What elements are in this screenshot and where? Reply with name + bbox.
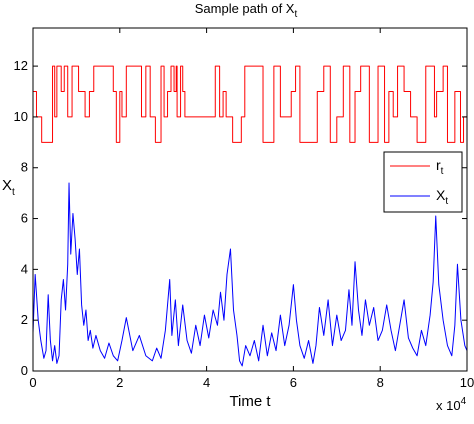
x-tick-label: 10 <box>460 375 474 390</box>
series-layer <box>32 65 468 367</box>
series-line-r <box>33 65 467 143</box>
y-axis-title: Xt <box>2 177 15 198</box>
legend-label-r: rt <box>436 157 444 177</box>
y-tick-label: 10 <box>14 109 28 124</box>
y-tick-label: 2 <box>21 312 28 327</box>
x-tick-label: 2 <box>116 375 123 390</box>
y-tick-label: 12 <box>14 58 28 73</box>
legend-label-x: Xt <box>436 187 448 207</box>
legend-box <box>383 151 463 213</box>
plot-frame <box>32 27 468 372</box>
x-tick-label: 4 <box>203 375 210 390</box>
y-tick-label: 0 <box>21 363 28 378</box>
chart-title: Sample path of Xt <box>195 1 298 20</box>
x-axis-ticks: 0 2 4 6 8 10 <box>29 28 474 390</box>
x-axis-title: Time t <box>229 393 271 410</box>
y-tick-label: 4 <box>21 261 28 276</box>
legend: rt Xt <box>383 151 463 213</box>
x-tick-label: 6 <box>290 375 297 390</box>
y-axis-ticks: 0 2 4 6 8 10 12 <box>14 58 467 378</box>
x-tick-label: 8 <box>377 375 384 390</box>
y-tick-label: 8 <box>21 160 28 175</box>
series-line-x <box>32 182 468 367</box>
y-tick-label: 6 <box>21 211 28 226</box>
x-tick-label: 0 <box>29 375 36 390</box>
x-axis-multiplier: x 104 <box>436 396 467 413</box>
